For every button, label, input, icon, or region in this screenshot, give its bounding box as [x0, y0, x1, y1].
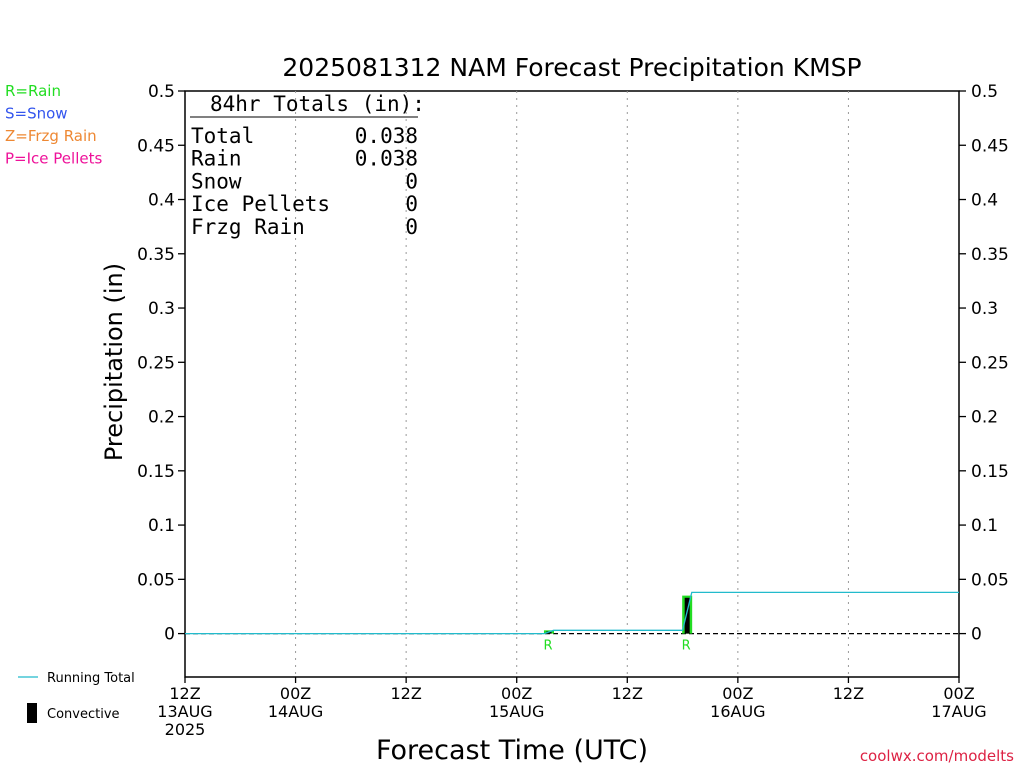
y-tick-label-right: 0.35	[971, 245, 1009, 265]
y-tick-label-right: 0.3	[971, 299, 998, 319]
x-axis-label: Forecast Time (UTC)	[376, 735, 648, 766]
precip-type-legend: R=Rain S=Snow Z=Frzg Rain P=Ice Pellets	[5, 82, 102, 168]
plot-frame	[184, 90, 960, 678]
x-tick-label: 00Z	[501, 684, 532, 703]
y-tick-label: 0.15	[137, 462, 175, 482]
totals-row-label: Ice Pellets	[191, 192, 330, 216]
legend-type-item: Z=Frzg Rain	[5, 127, 97, 145]
totals-row-value: 0	[405, 169, 418, 193]
x-tick-label: 12Z	[833, 684, 864, 703]
x-tick-label: 2025	[165, 720, 206, 739]
y-tick-label-right: 0	[971, 625, 982, 645]
totals-row-label: Total	[191, 124, 254, 148]
y-tick-label: 0.45	[137, 136, 175, 156]
x-tick-label: 00Z	[280, 684, 311, 703]
y-tick-label: 0.1	[148, 516, 175, 536]
totals-row-label: Rain	[191, 147, 242, 171]
grid-lines	[295, 91, 849, 677]
totals-row-value: 0	[405, 192, 418, 216]
convective-legend-label: Convective	[47, 707, 120, 722]
convective-legend-swatch	[27, 703, 37, 723]
running-total-line	[185, 591, 959, 635]
y-tick-label-right: 0.5	[971, 82, 998, 102]
x-tick-label: 12Z	[390, 684, 421, 703]
y-tick-label-right: 0.25	[971, 353, 1009, 373]
y-tick-label-right: 0.15	[971, 462, 1009, 482]
x-tick-label: 14AUG	[268, 702, 323, 721]
running-total-legend-label: Running Total	[47, 671, 135, 686]
totals-row-label: Snow	[191, 169, 242, 193]
totals-row-label: Frzg Rain	[191, 215, 305, 239]
x-tick-label: 15AUG	[489, 702, 544, 721]
y-tick-label-right: 0.1	[971, 516, 998, 536]
x-tick-label: 16AUG	[710, 702, 765, 721]
y-tick-label: 0	[164, 625, 175, 645]
x-tick-label: 13AUG	[157, 702, 212, 721]
convective-bar	[684, 597, 690, 634]
chart-title: 2025081312 NAM Forecast Precipitation KM…	[282, 53, 861, 82]
totals-row-value: 0	[405, 215, 418, 239]
x-tick-label: 12Z	[169, 684, 200, 703]
credit-text: coolwx.com/modelts	[860, 747, 1014, 765]
y-axis-right: 0 0.05 0.1 0.15 0.2 0.25 0.3 0.35 0.4 0.45 0.5	[959, 82, 1009, 645]
totals-heading: 84hr Totals (in):	[210, 92, 425, 116]
y-tick-label: 0.35	[137, 245, 175, 265]
legend-type-item: P=Ice Pellets	[5, 150, 102, 168]
legend-type-item: R=Rain	[5, 82, 61, 100]
legend-type-item: S=Snow	[5, 105, 68, 123]
precip-type-label: R	[543, 639, 552, 654]
y-tick-label-right: 0.05	[971, 570, 1009, 590]
y-axis-left: 0 0.05 0.1 0.15 0.2 0.25 0.3 0.35 0.4 0.45 0.5	[137, 82, 185, 645]
y-tick-label: 0.25	[137, 353, 175, 373]
y-tick-label: 0.3	[148, 299, 175, 319]
y-axis-label: Precipitation (in)	[100, 263, 128, 461]
totals-row-value: 0.038	[355, 124, 418, 148]
x-tick-label: 17AUG	[931, 702, 986, 721]
x-tick-label: 00Z	[722, 684, 753, 703]
y-tick-label: 0.5	[148, 82, 175, 102]
y-tick-label: 0.4	[148, 191, 175, 211]
y-tick-label: 0.05	[137, 570, 175, 590]
y-tick-label-right: 0.2	[971, 408, 998, 428]
x-tick-label: 00Z	[943, 684, 974, 703]
totals-box: 84hr Totals (in): Total 0.038 Rain 0.038 Sno…	[190, 92, 425, 239]
y-tick-label: 0.2	[148, 408, 175, 428]
x-tick-label: 12Z	[612, 684, 643, 703]
totals-row-value: 0.038	[355, 147, 418, 171]
y-tick-label-right: 0.4	[971, 191, 998, 211]
precip-type-label: R	[682, 639, 691, 654]
y-tick-label-right: 0.45	[971, 136, 1009, 156]
